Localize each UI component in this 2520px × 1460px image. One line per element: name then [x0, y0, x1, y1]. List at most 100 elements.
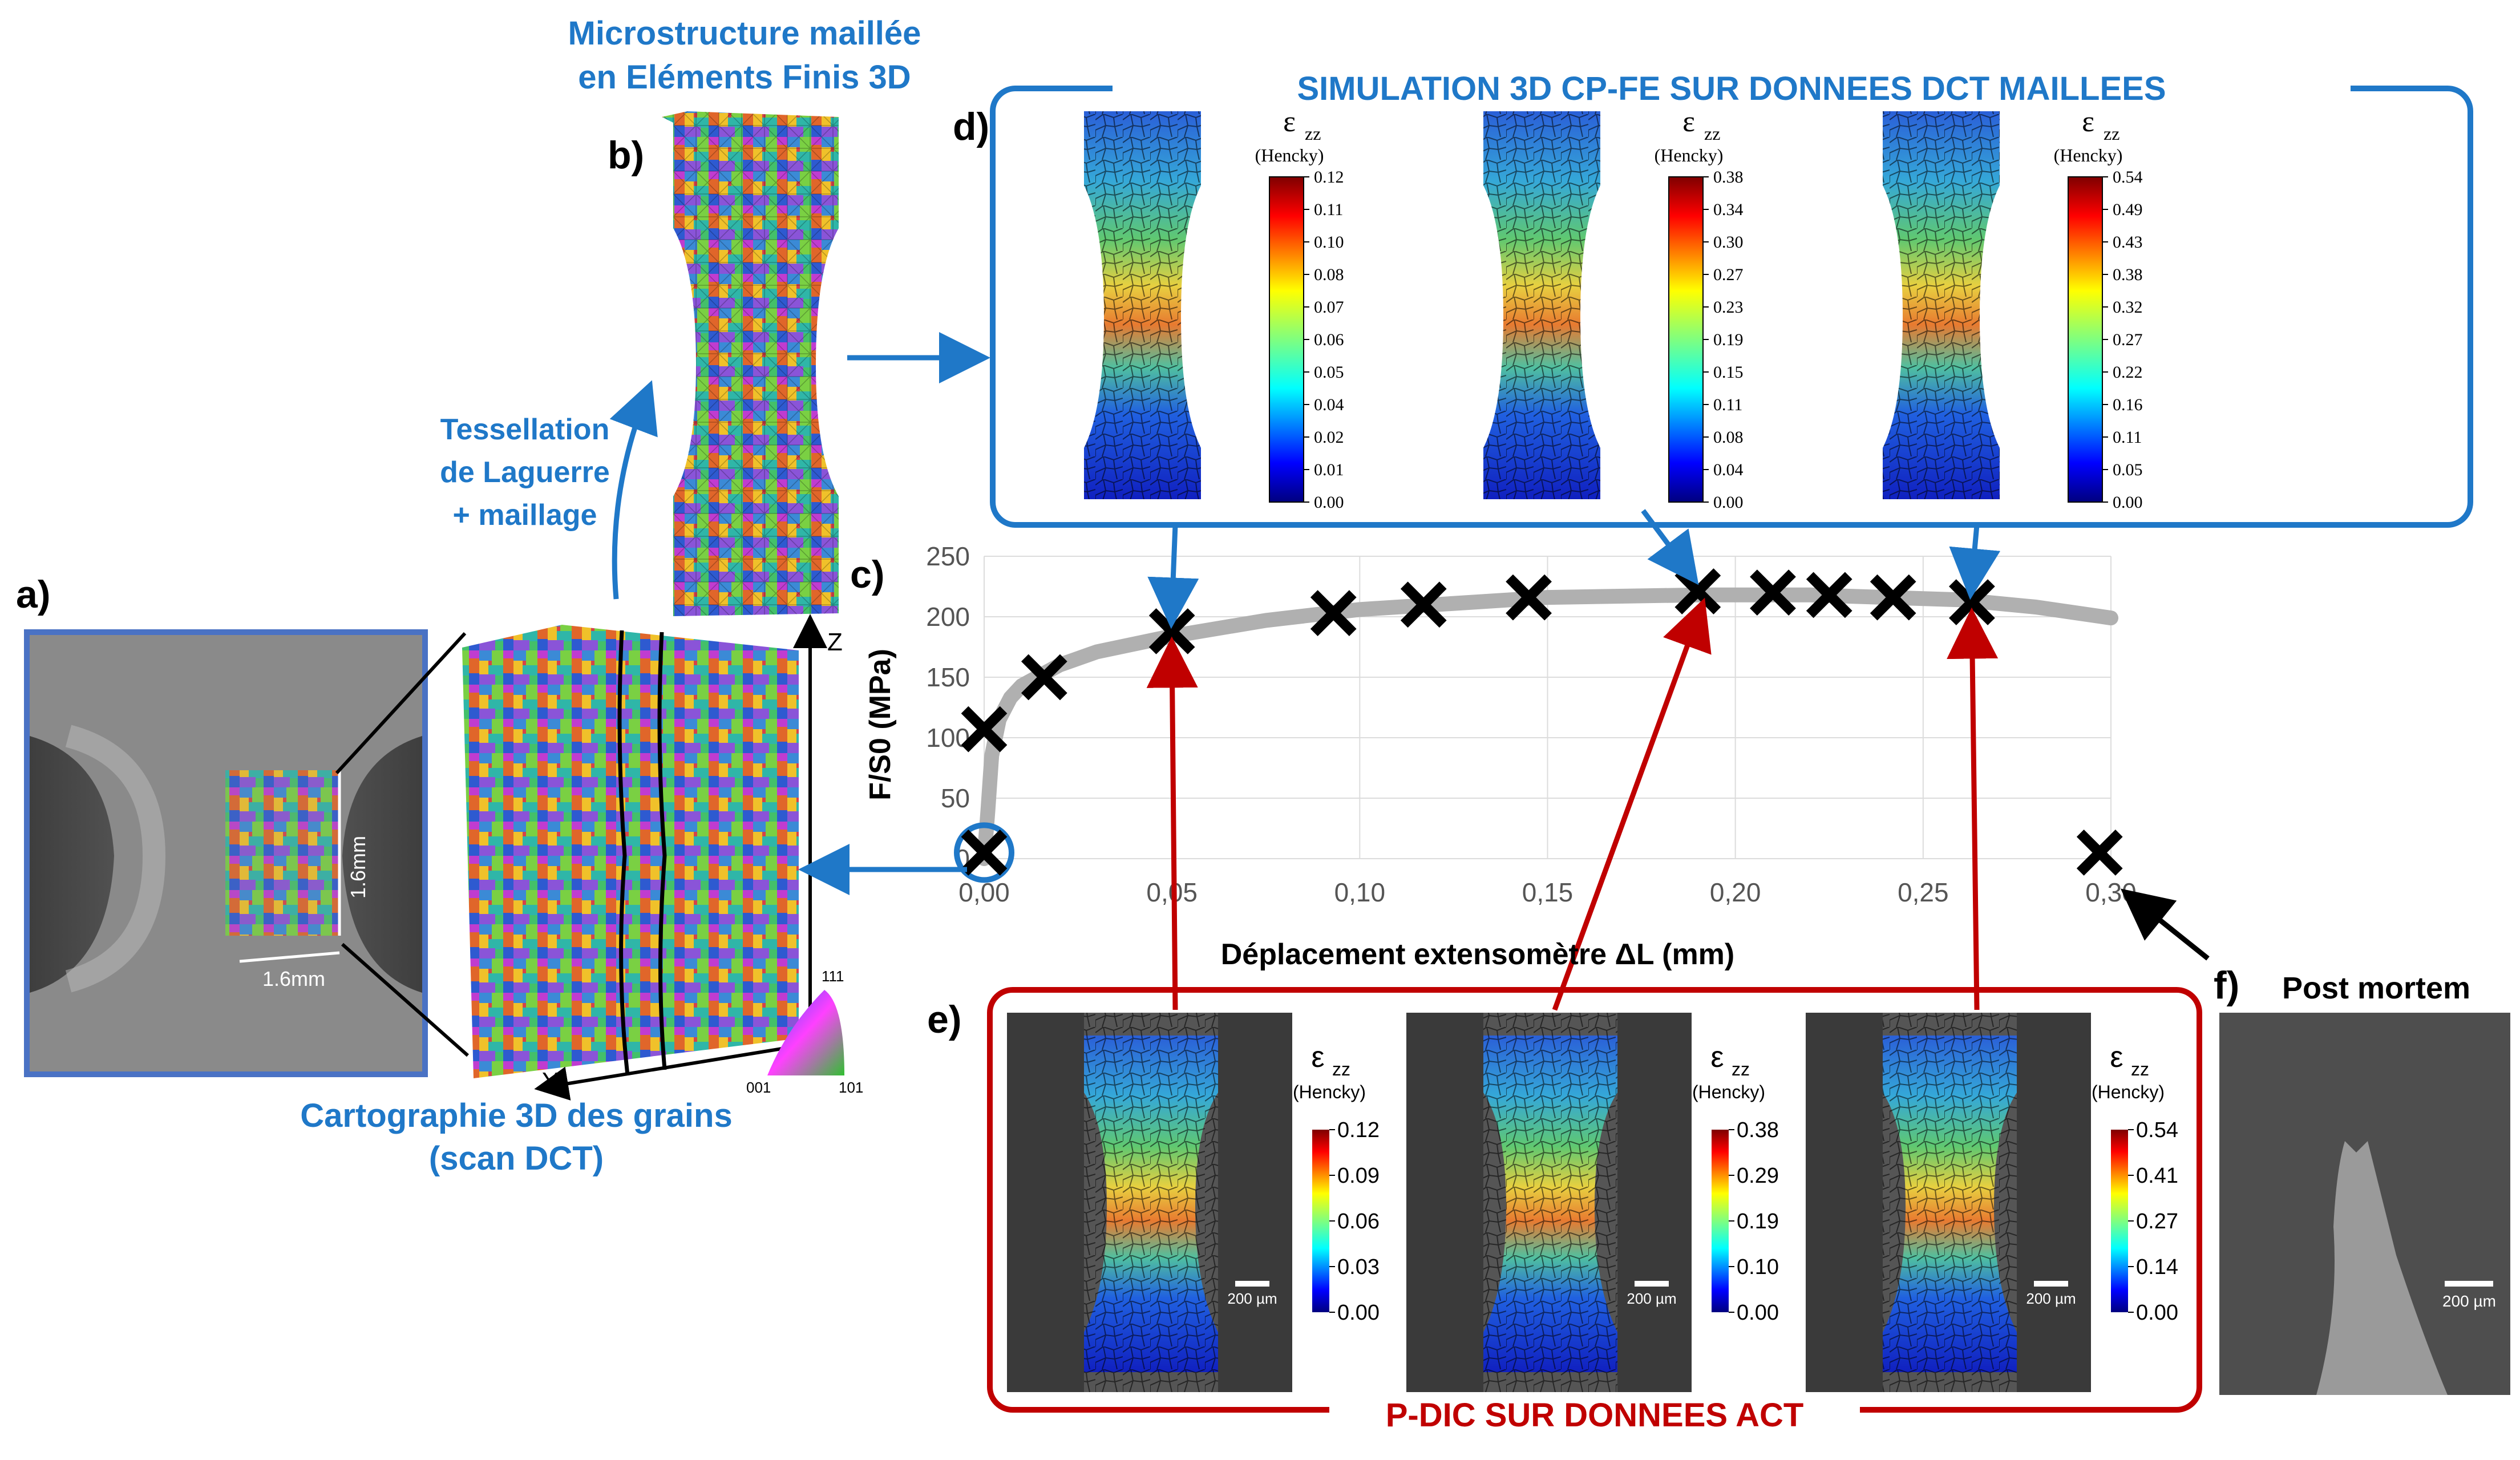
- colorbar-symbol: ε: [1710, 1041, 1724, 1074]
- dic-scalebar-label: 200 µm: [1227, 1290, 1277, 1307]
- dim-label-vertical: 1.6mm: [346, 836, 370, 899]
- panel-e-letter: e): [927, 998, 961, 1041]
- panel-d-letter: d): [953, 105, 989, 148]
- colorbar-tick-label: 0.00: [1337, 1301, 1380, 1325]
- panel-f-title: Post mortem: [2282, 971, 2470, 1005]
- colorbar-tick-label: 0.05: [2113, 460, 2143, 479]
- colorbar-tick-label: 0.00: [2113, 493, 2143, 512]
- axis-y-label: Y: [542, 1067, 559, 1095]
- dim-line-horizontal: [239, 951, 340, 963]
- colorbar-label: (Hencky): [1293, 1082, 1366, 1102]
- colorbar-tick-label: 0.19: [1737, 1210, 1779, 1233]
- colorbar-tick-label: 0.22: [2113, 363, 2143, 382]
- simulation-colorbar-3: ε zz(Hencky) 0.54 0.49 0.43 0.38 0.32 0.27 0.22 0…: [2054, 106, 2143, 512]
- chart-x-tick-label: 0,25: [1898, 877, 1949, 907]
- chart-y-tick-label: 150: [926, 662, 970, 692]
- arrow-simulation-to-chart-2: [1641, 509, 1699, 585]
- colorbar-tick-label: 0.03: [1337, 1255, 1380, 1279]
- colorbar-tick-label: 0.38: [2113, 265, 2143, 284]
- colorbar-tick-label: 0.11: [2113, 428, 2142, 447]
- colorbar-subscript: zz: [2131, 1059, 2149, 1079]
- chart-data-point: [961, 706, 1008, 753]
- dic-colorbar-2: ε zz (Hencky) 0.38 0.29 0.19 0.10 0.00: [1692, 1041, 1779, 1325]
- chart-y-tick-label: 100: [926, 723, 970, 753]
- colorbar-tick-label: 0.49: [2113, 200, 2143, 219]
- panel-d-title: SIMULATION 3D CP-FE SUR DONNEES DCT MAIL…: [1297, 70, 2166, 107]
- colorbar-tick-label: 0.12: [1314, 168, 1344, 187]
- colorbar-tick-label: 0.00: [1713, 493, 1744, 512]
- dic-colorbar-3: ε zz (Hencky) 0.54 0.41 0.27 0.14 0.00: [2092, 1041, 2178, 1325]
- chart-data-point: [1400, 581, 1447, 628]
- arrow-postmortem-to-chart: [2120, 888, 2210, 961]
- chart-y-axis-label: F/S0 (MPa): [864, 649, 897, 800]
- colorbar-label: (Hencky): [2092, 1082, 2165, 1102]
- colorbar-tick-label: 0.32: [2113, 298, 2143, 317]
- chart-x-tick-label: 0,15: [1522, 877, 1574, 907]
- ipf-label-001: 001: [746, 1079, 771, 1096]
- chart-y-tick-label: 50: [941, 783, 970, 813]
- colorbar-tick-label: 0.02: [1314, 428, 1344, 447]
- panel-b-title-line1: Microstructure maillée: [568, 15, 921, 52]
- colorbar-tick-label: 0.06: [1337, 1210, 1380, 1233]
- dic-image-1: 200 µm: [1007, 1013, 1292, 1392]
- colorbar-symbol: ε: [2082, 106, 2094, 138]
- colorbar-tick-label: 0.07: [1314, 298, 1344, 317]
- tessellation-arrow: [609, 380, 658, 600]
- zoom-line-top: [335, 632, 467, 775]
- colorbar-subscript: zz: [1305, 123, 1321, 144]
- panel-b-title-line2: en Eléments Finis 3D: [578, 59, 911, 96]
- colorbar-tick-label: 0.11: [1713, 395, 1742, 414]
- colorbar-tick-label: 0.04: [1713, 460, 1744, 479]
- tessellation-label-line2: de Laguerre: [440, 456, 610, 489]
- colorbar-tick-label: 0.19: [1713, 330, 1744, 349]
- ipf-label-111: 111: [822, 968, 844, 985]
- colorbar-tick-label: 0.11: [1314, 200, 1343, 219]
- fe-mesh-specimen: [662, 111, 839, 616]
- colorbar-tick-label: 0.38: [1737, 1118, 1779, 1142]
- colorbar-tick-label: 0.54: [2113, 168, 2143, 187]
- axis-y-arrow: [534, 1042, 811, 1101]
- colorbar-tick-label: 0.08: [1713, 428, 1744, 447]
- panel-a-letter: a): [16, 573, 50, 616]
- chart-y-tick-label: 250: [926, 541, 970, 571]
- arrow-simulation-to-chart-1: [1147, 524, 1199, 629]
- post-mortem-image: 200 µm: [2219, 1013, 2510, 1395]
- chart-x-axis-label: Déplacement extensomètre ΔL (mm): [1221, 938, 1734, 971]
- colorbar-tick-label: 0.29: [1737, 1164, 1779, 1188]
- dic-image-3: 200 µm: [1806, 1013, 2091, 1392]
- colorbar-symbol: ε: [2110, 1041, 2123, 1074]
- colorbar-tick-label: 0.15: [1713, 363, 1744, 382]
- zoom-line-bottom: [341, 943, 469, 1057]
- colorbar-tick-label: 0.05: [1314, 363, 1344, 382]
- colorbar-tick-label: 0.34: [1713, 200, 1744, 219]
- chart-y-tick-label: 200: [926, 602, 970, 632]
- tessellation-label-line3: + maillage: [453, 499, 597, 532]
- chart-data-point: [961, 830, 1008, 876]
- panel-e-title: P-DIC SUR DONNEES ACT: [1386, 1397, 1804, 1434]
- simulation-specimen-1: [1084, 111, 1201, 499]
- colorbar-label: (Hencky): [1655, 145, 1724, 165]
- colorbar-tick-label: 0.38: [1713, 168, 1744, 187]
- dic-colorbar-1: ε zz (Hencky) 0.12 0.09 0.06 0.03 0.00: [1293, 1041, 1380, 1325]
- colorbar-tick-label: 0.27: [2113, 330, 2143, 349]
- panel-a-specimen-photo: [24, 629, 428, 1077]
- colorbar-subscript: zz: [1332, 1059, 1350, 1079]
- colorbar-tick-label: 0.10: [1314, 233, 1344, 252]
- colorbar-tick-label: 0.06: [1314, 330, 1344, 349]
- colorbar-tick-label: 0.00: [1737, 1301, 1779, 1325]
- dic-scalebar-label: 200 µm: [2026, 1290, 2076, 1307]
- colorbar-tick-label: 0.30: [1713, 233, 1744, 252]
- chart-data-point: [2076, 830, 2123, 876]
- chart-data-point: [1750, 569, 1796, 616]
- tessellation-label-line1: Tessellation: [440, 413, 610, 446]
- dim-label-horizontal: 1.6mm: [262, 967, 325, 990]
- colorbar-tick-label: 0.27: [2136, 1210, 2178, 1233]
- arrow-dic-to-chart-3: [1947, 607, 1999, 1010]
- chart-data-point: [1310, 590, 1357, 637]
- colorbar-symbol: ε: [1311, 1041, 1324, 1074]
- panel-b-letter: b): [608, 134, 644, 177]
- panel-c-letter: c): [850, 553, 884, 596]
- colorbar-subscript: zz: [1732, 1059, 1750, 1079]
- grain-map-caption-line2: (scan DCT): [429, 1140, 604, 1177]
- ipf-triangle-legend: 111 001 101: [746, 968, 863, 1096]
